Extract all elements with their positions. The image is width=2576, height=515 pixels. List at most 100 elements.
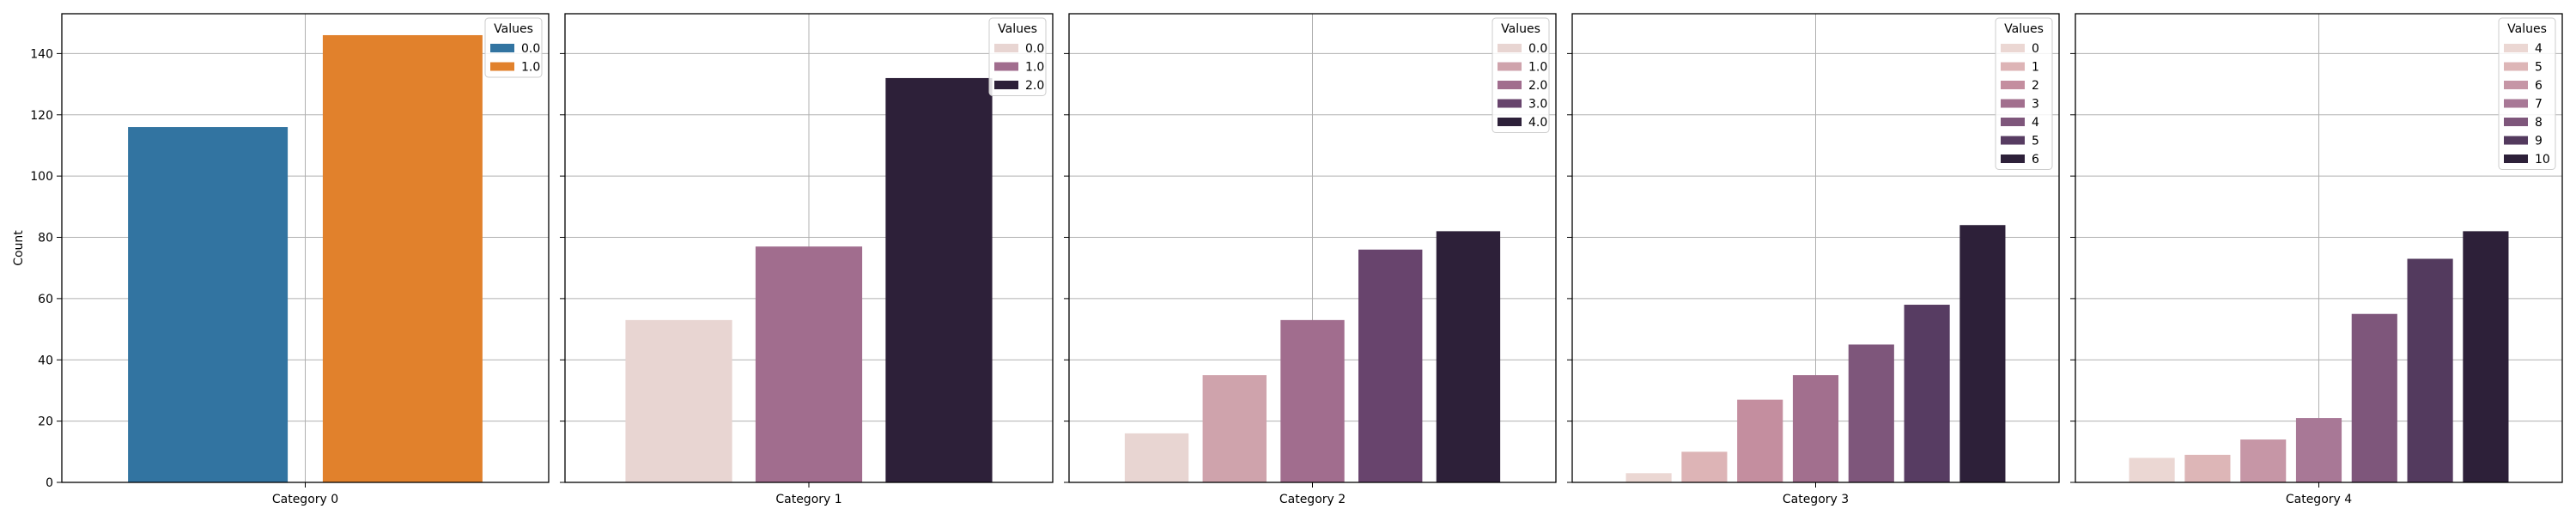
legend-swatch (2001, 81, 2025, 89)
axes-frame (61, 13, 550, 483)
y-axis-label: Count (12, 230, 26, 266)
legend-label: 5 (2535, 61, 2543, 75)
legend-label: 6 (2535, 79, 2543, 93)
legend-swatch (1498, 99, 1522, 108)
legend-swatch (2001, 62, 2025, 71)
y-tick-label: 0 (46, 476, 53, 490)
bar (2129, 457, 2175, 482)
legend-label: 9 (2535, 135, 2543, 148)
legend-swatch (994, 81, 1018, 89)
legend-label: 10 (2535, 153, 2550, 167)
y-tick-label: 20 (38, 415, 53, 429)
bar (1959, 225, 2006, 482)
legend-label: 1.0 (1025, 61, 1044, 75)
axes-frame (1068, 13, 1557, 483)
legend-swatch (2504, 62, 2528, 71)
legend-label: 3 (2032, 98, 2039, 112)
legend-label: 0.0 (521, 42, 540, 56)
chart-panel-2: Category 2 Values 0.0 1.0 2.0 3.0 4.0 (1064, 13, 1557, 506)
legend-frame (2498, 17, 2556, 170)
legend: Values 0.0 1.0 2.0 3.0 4.0 (1492, 17, 1550, 133)
legend-swatch (2001, 99, 2025, 108)
axes-frame (1571, 13, 2060, 483)
y-tick-label: 100 (30, 170, 53, 184)
legend-swatch (2001, 44, 2025, 52)
axes-frame (2075, 13, 2563, 483)
legend-title: Values (1501, 22, 1540, 36)
bar (1436, 231, 1501, 482)
legend-label: 4.0 (1528, 116, 1547, 130)
x-tick-label: Category 4 (2286, 493, 2352, 506)
legend-swatch (1498, 81, 1522, 89)
chart-panel-3: Category 3 Values 0 1 2 3 4 5 6 (1567, 13, 2060, 506)
legend-label: 3.0 (1528, 98, 1547, 112)
legend-title: Values (494, 22, 533, 36)
bar (2463, 231, 2509, 482)
legend-swatch (2504, 44, 2528, 52)
x-tick-label: Category 0 (272, 493, 338, 506)
bar (1904, 305, 1950, 482)
bar (1737, 399, 1783, 482)
legend-label: 2 (2032, 79, 2039, 93)
legend: Values 4 5 6 7 8 9 10 (2498, 17, 2556, 170)
chart-panel-1: Category 1 Values 0.0 1.0 2.0 (560, 13, 1054, 506)
bar (885, 77, 993, 483)
bar (2184, 454, 2231, 482)
y-tick-label: 60 (38, 293, 53, 306)
legend-swatch (994, 62, 1018, 71)
legend-swatch (2504, 81, 2528, 89)
y-tick-label: 120 (30, 109, 53, 123)
legend-title: Values (2004, 22, 2044, 36)
legend-swatch (2504, 154, 2528, 163)
legend-swatch (490, 44, 514, 52)
legend-swatch (2001, 154, 2025, 163)
bar (755, 246, 863, 482)
y-tick-label: 80 (38, 232, 53, 245)
legend-swatch (2504, 99, 2528, 108)
legend-label: 2.0 (1025, 79, 1044, 93)
bar (1848, 344, 1894, 482)
bar (625, 319, 732, 482)
legend-swatch (2001, 136, 2025, 145)
legend-swatch (2504, 136, 2528, 145)
y-tick-label: 140 (30, 47, 53, 61)
legend-swatch (1498, 62, 1522, 71)
legend-label: 1.0 (521, 61, 540, 75)
legend-label: 8 (2535, 116, 2543, 130)
axes-frame (564, 13, 1054, 483)
legend-swatch (1498, 44, 1522, 52)
legend-frame (1995, 17, 2053, 170)
legend-label: 4 (2032, 116, 2039, 130)
legend-label: 1 (2032, 61, 2039, 75)
legend-label: 4 (2535, 42, 2543, 56)
bar (1124, 433, 1189, 482)
bar (1681, 451, 1728, 482)
legend-label: 0.0 (1528, 42, 1547, 56)
legend-label: 0 (2032, 42, 2039, 56)
legend: Values 0.0 1.0 2.0 (988, 17, 1047, 96)
legend-swatch (490, 62, 514, 71)
bar (2240, 439, 2287, 482)
chart-panel-4: Category 4 Values 4 5 6 7 8 9 10 (2070, 13, 2563, 506)
legend-title: Values (2507, 22, 2547, 36)
legend-label: 5 (2032, 135, 2039, 148)
legend-label: 6 (2032, 153, 2039, 167)
legend-label: 1.0 (1528, 61, 1547, 75)
bar (1625, 473, 1672, 482)
bar (1358, 249, 1423, 482)
x-tick-label: Category 2 (1279, 493, 1346, 506)
legend-swatch (2504, 118, 2528, 126)
bar (128, 127, 289, 482)
legend-label: 0.0 (1025, 42, 1044, 56)
legend: Values 0.0 1.0 (484, 17, 543, 78)
x-tick-label: Category 1 (775, 493, 841, 506)
bar (2351, 313, 2397, 482)
bar (1280, 319, 1345, 482)
bar (2407, 258, 2453, 482)
chart-panel-0: 0 20 40 60 80 100 120 140 Category 0 Count Values 0… (12, 13, 550, 506)
legend-frame (988, 17, 1047, 96)
bar (1202, 375, 1267, 482)
legend-swatch (2001, 118, 2025, 126)
legend-swatch (994, 44, 1018, 52)
